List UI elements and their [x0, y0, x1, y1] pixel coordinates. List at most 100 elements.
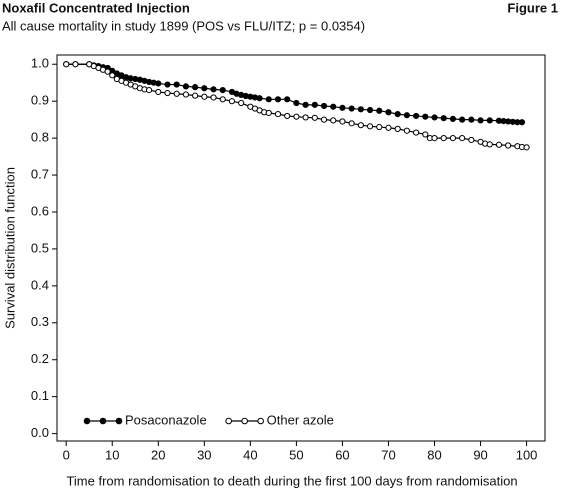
y-tick-label: 0.6 — [31, 203, 49, 218]
x-axis-label: Time from randomisation to death during … — [66, 473, 517, 488]
censor-marker — [431, 114, 438, 121]
censor-marker — [440, 115, 447, 122]
legend-marker — [241, 417, 248, 425]
legend-marker — [83, 417, 91, 425]
censor-marker — [459, 135, 466, 142]
survival-line — [66, 63, 522, 123]
censor-marker — [104, 68, 111, 75]
x-tick-label: 80 — [427, 447, 441, 462]
chart-title: Noxafil Concentrated Injection — [2, 0, 190, 15]
censor-marker — [302, 101, 309, 108]
censor-marker — [422, 113, 429, 120]
y-axis-label: Survival distribution function — [2, 167, 17, 329]
y-tick-label: 0.5 — [31, 240, 49, 255]
censor-marker — [518, 119, 526, 126]
censor-marker — [284, 112, 291, 120]
censor-marker — [440, 135, 447, 142]
censor-marker — [366, 123, 374, 130]
y-tick-label: 1.0 — [31, 56, 49, 71]
legend-marker — [257, 417, 264, 425]
censor-marker — [219, 96, 226, 103]
censor-marker — [274, 96, 282, 103]
censor-marker — [523, 144, 530, 151]
censor-marker — [431, 135, 438, 142]
figure-label: Figure 1 — [507, 0, 558, 15]
censor-marker — [412, 112, 420, 120]
censor-marker — [357, 122, 364, 129]
censor-marker — [228, 98, 236, 105]
censor-marker — [468, 116, 475, 123]
y-tick-label: 0.4 — [31, 277, 49, 292]
x-tick-label: 50 — [289, 447, 303, 462]
plot-frame — [56, 54, 546, 442]
censor-marker — [394, 111, 401, 118]
censor-marker — [394, 125, 401, 132]
censor-marker — [164, 81, 171, 88]
censor-marker — [403, 112, 410, 119]
x-tick-label: 60 — [335, 447, 349, 462]
legend-marker — [115, 417, 123, 425]
censor-marker — [477, 117, 484, 124]
censor-marker — [173, 81, 180, 88]
censor-marker — [182, 91, 190, 98]
censor-marker — [449, 135, 457, 142]
censor-marker — [403, 127, 410, 134]
censor-marker — [173, 90, 180, 97]
censor-marker — [449, 115, 457, 123]
censor-marker — [293, 113, 300, 120]
x-tick-label: 100 — [516, 447, 538, 462]
censor-marker — [320, 102, 328, 110]
censor-marker — [320, 116, 328, 123]
censor-marker — [366, 106, 374, 114]
x-tick-label: 20 — [151, 447, 165, 462]
censor-marker — [505, 142, 512, 149]
censor-marker — [256, 95, 263, 102]
censor-marker — [422, 131, 429, 138]
censor-marker — [72, 61, 79, 68]
censor-marker — [468, 136, 475, 144]
chart-subtitle: All cause mortality in study 1899 (POS v… — [2, 18, 365, 33]
censor-marker — [284, 96, 291, 103]
x-tick-label: 40 — [243, 447, 257, 462]
censor-marker — [155, 88, 162, 96]
censor-marker — [459, 116, 466, 123]
y-tick-label: 0.9 — [31, 93, 49, 108]
censor-marker — [376, 123, 383, 131]
censor-marker — [385, 124, 392, 131]
censor-marker — [311, 101, 318, 108]
censor-marker — [274, 111, 282, 118]
censor-marker — [330, 117, 337, 124]
y-tick-label: 0.7 — [31, 166, 49, 181]
censor-marker — [357, 106, 364, 113]
censor-marker — [293, 99, 300, 107]
y-tick-label: 0.8 — [31, 130, 49, 145]
y-tick-label: 0.2 — [31, 351, 49, 366]
censor-marker — [376, 107, 383, 114]
censor-marker — [348, 105, 355, 112]
censor-marker — [201, 93, 208, 100]
x-tick-label: 10 — [105, 447, 119, 462]
censor-marker — [238, 99, 245, 107]
censor-marker — [495, 141, 503, 148]
censor-marker — [210, 94, 217, 101]
censor-marker — [182, 83, 190, 90]
censor-marker — [412, 129, 420, 136]
censor-marker — [63, 61, 70, 68]
censor-marker — [155, 80, 162, 87]
censor-marker — [265, 109, 272, 117]
censor-marker — [192, 92, 199, 99]
censor-marker — [302, 114, 309, 121]
y-tick-label: 0.1 — [31, 388, 49, 403]
legend-label: Posaconazole — [125, 412, 207, 427]
legend-marker — [99, 417, 107, 425]
censor-marker — [210, 86, 217, 93]
censor-marker — [192, 84, 199, 91]
legend-marker — [225, 417, 232, 425]
censor-marker — [348, 120, 355, 127]
y-tick-label: 0.0 — [31, 425, 49, 440]
censor-marker — [219, 86, 226, 94]
censor-marker — [330, 103, 337, 110]
censor-marker — [486, 117, 493, 124]
censor-marker — [385, 109, 392, 116]
censor-marker — [201, 85, 208, 92]
